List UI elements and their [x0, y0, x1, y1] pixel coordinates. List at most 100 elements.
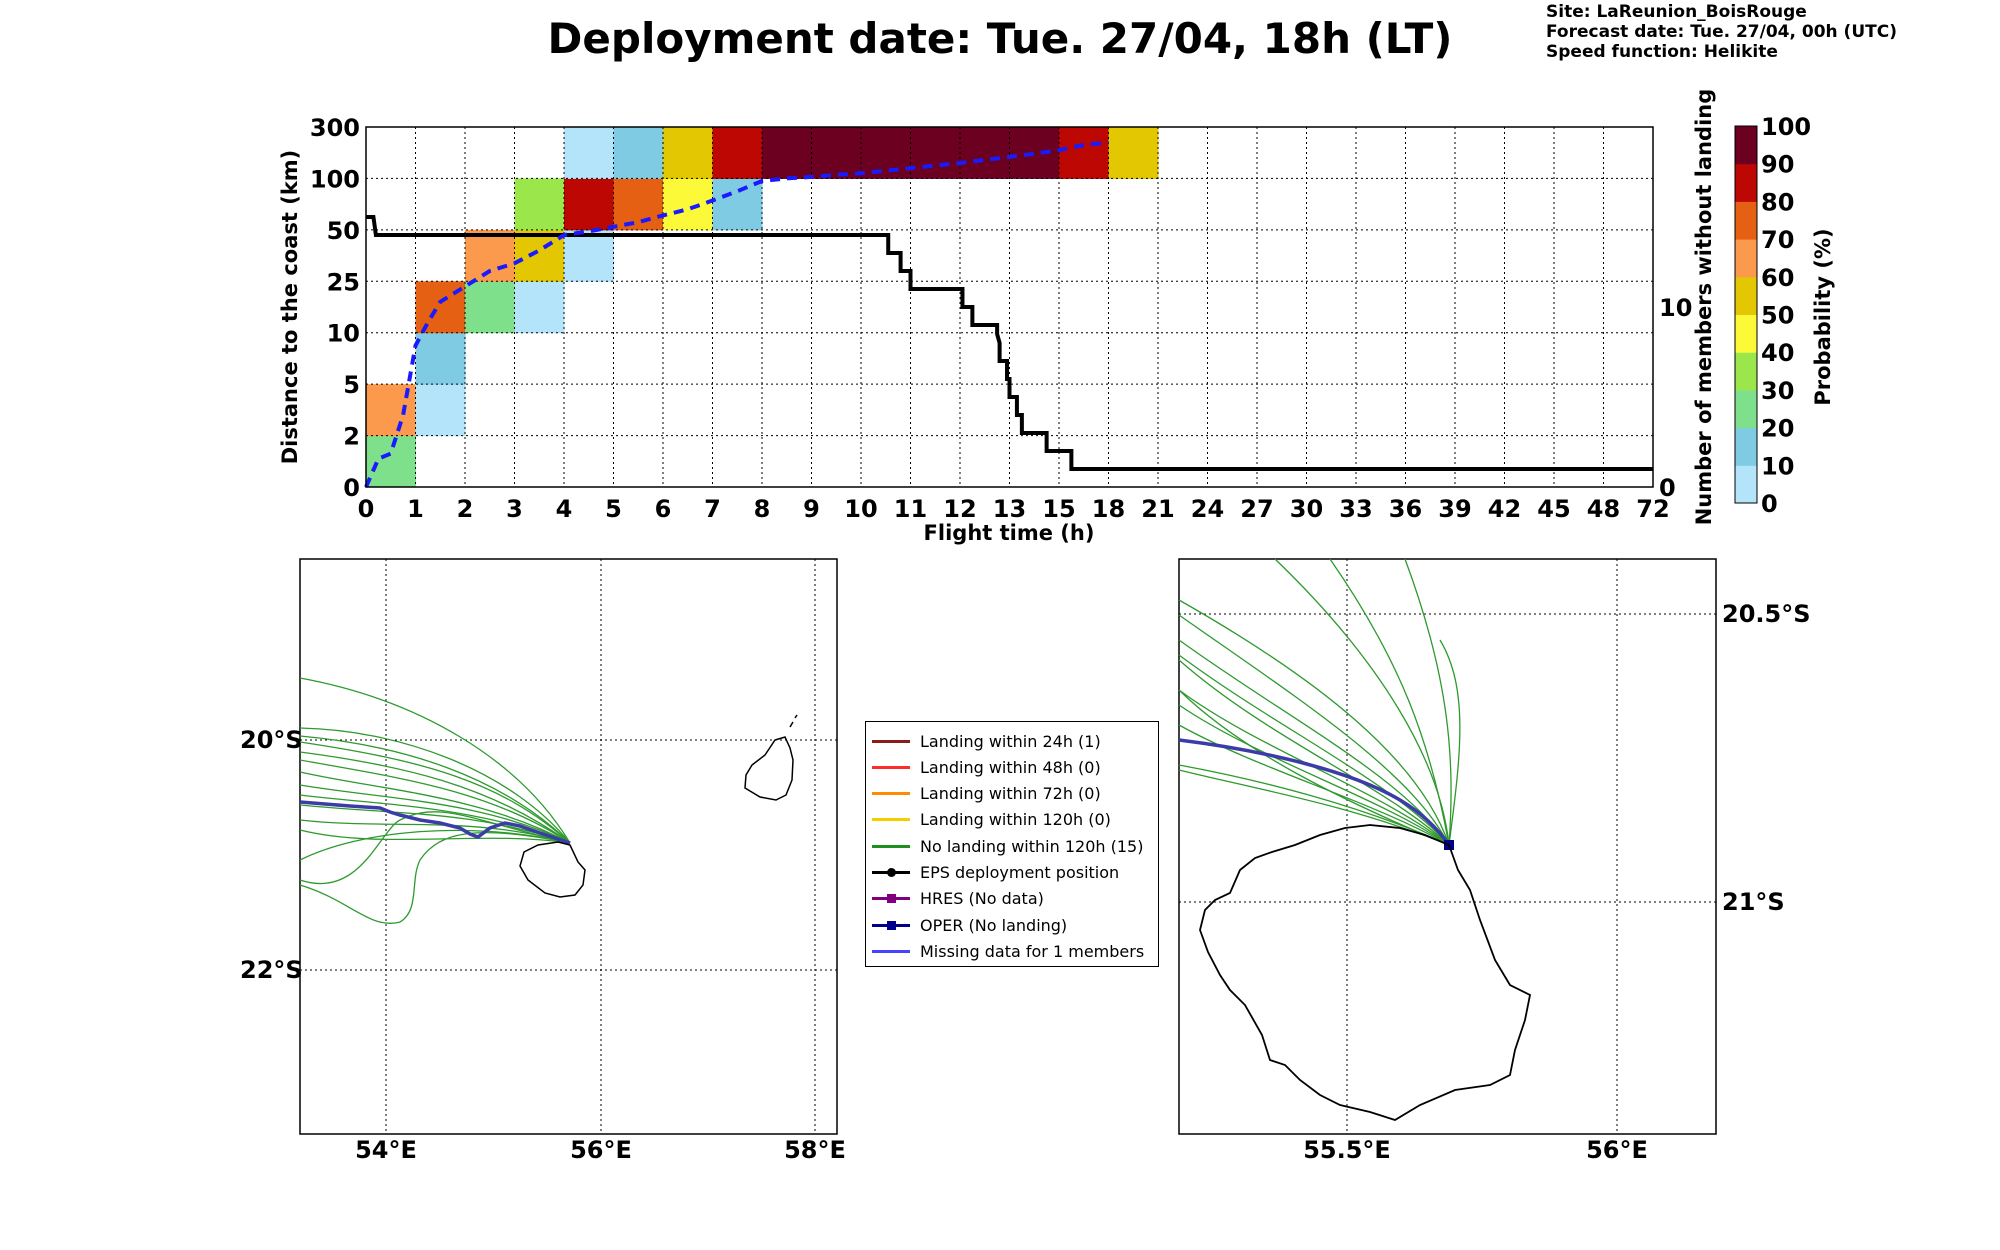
legend-swatch — [872, 739, 910, 743]
y2-tick-labels: 0 10 — [1659, 294, 1692, 502]
legend-item-label: Missing data for 1 members — [920, 941, 1145, 961]
x-tick-label-10: 10 — [844, 495, 877, 523]
site-label: Site: LaReunion_BoisRouge — [1546, 2, 1807, 22]
right-map-trajectories — [1178, 558, 1461, 846]
colorbar-frame — [1734, 125, 1758, 504]
x-tick-label-23: 42 — [1488, 495, 1521, 523]
heatmap-cell-12 — [564, 127, 614, 179]
colorbar-segment-8 — [1735, 163, 1757, 202]
legend-swatch — [872, 868, 910, 877]
right-map-frame — [1178, 558, 1717, 1135]
heatmap-cell-21 — [861, 127, 911, 179]
legend-swatch — [872, 844, 910, 848]
heatmap-cell-25 — [1059, 127, 1109, 179]
right-map-lat-label-1: 21°S — [1722, 888, 1785, 916]
legend-item: EPS deployment position — [872, 860, 1119, 886]
heatmap-cell-17 — [712, 178, 763, 231]
heatmap-cell-3 — [415, 332, 466, 385]
heatmap-cell-20 — [811, 127, 862, 179]
legend-item: OPER (No landing) — [872, 912, 1067, 938]
heatmap-cell-11 — [564, 178, 614, 231]
legend: Landing within 24h (1) Landing within 48h… — [865, 721, 1159, 967]
x-tick-label-17: 24 — [1191, 495, 1224, 523]
x-tick-label-11: 11 — [894, 495, 927, 523]
heatmap-cell-14 — [613, 127, 664, 179]
legend-item: No landing within 120h (15) — [872, 833, 1143, 859]
x-tick-label-1: 1 — [407, 495, 424, 523]
x-tick-label-12: 12 — [943, 495, 976, 523]
colorbar-segment-5 — [1735, 276, 1757, 315]
heatmap-cell-26 — [1108, 127, 1159, 179]
heatmap-cell-15 — [663, 178, 713, 231]
heatmap-cell-24 — [1009, 127, 1060, 179]
heatmap-cell-16 — [663, 127, 713, 179]
x-tick-label-0: 0 — [358, 495, 375, 523]
legend-item-label: No landing within 120h (15) — [920, 836, 1144, 856]
legend-item-label: Landing within 72h (0) — [920, 784, 1101, 804]
right-map-lon-label-1: 56°E — [1586, 1136, 1648, 1164]
colorbar-segment-7 — [1735, 201, 1757, 240]
legend-swatch — [872, 818, 910, 822]
x-tick-label-3: 3 — [506, 495, 523, 523]
left-map-oper-track — [299, 800, 571, 845]
colorbar-tick-label-3: 30 — [1761, 377, 1794, 405]
reunion-coastline-right — [1199, 824, 1532, 1121]
colorbar-tick-label-6: 60 — [1761, 264, 1794, 292]
left-map-lon-label-0: 54°E — [355, 1136, 417, 1164]
site-info: Site: LaReunion_BoisRouge Forecast date:… — [1546, 2, 1897, 62]
legend-item: HRES (No data) — [872, 886, 1044, 912]
circle-marker-icon — [887, 868, 896, 877]
left-map-lon-label-2: 58°E — [784, 1136, 846, 1164]
left-map-lon-label-1: 56°E — [570, 1136, 632, 1164]
heatmap-cell-9 — [514, 178, 565, 231]
x-tick-label-20: 33 — [1339, 495, 1372, 523]
legend-swatch — [872, 920, 910, 930]
heatmap-cells — [366, 127, 1159, 488]
y-axis-label: Distance to the coast (km) — [278, 150, 302, 465]
colorbar-segment-4 — [1735, 314, 1757, 353]
reunion-coastline-left — [519, 841, 586, 898]
y2-axis-label: Number of members without landing — [1692, 89, 1716, 526]
series-lines — [364, 140, 1653, 488]
colorbar-tick-label-0: 0 — [1761, 490, 1778, 518]
x-tick-label-18: 27 — [1240, 495, 1273, 523]
colorbar-tick-label-9: 90 — [1761, 151, 1794, 179]
x-tick-label-24: 45 — [1537, 495, 1570, 523]
heatmap-cell-22 — [910, 127, 961, 179]
colorbar-label: Probability (%) — [1811, 228, 1835, 405]
left-map-lat-label-1: 22°S — [240, 956, 303, 984]
legend-item-label: EPS deployment position — [920, 863, 1120, 882]
x-tick-label-7: 7 — [704, 495, 721, 523]
x-tick-label-21: 36 — [1389, 495, 1422, 523]
y-tick-label-0: 0 — [343, 474, 360, 502]
mauritius-coastline — [744, 736, 794, 801]
forecast-date-label: Forecast date: Tue. 27/04, 00h (UTC) — [1546, 22, 1897, 42]
heatmap-cell-2 — [415, 384, 466, 437]
plot-frame — [365, 126, 1654, 488]
right-map: 20.5°S 21°S 55.5°E 56°E — [1178, 558, 1811, 1164]
right-map-lon-label-0: 55.5°E — [1303, 1136, 1391, 1164]
square-marker-icon — [887, 920, 896, 930]
heatmap-cell-7 — [514, 281, 565, 334]
y-tick-label-2: 5 — [343, 371, 360, 399]
y-tick-label-3: 10 — [327, 320, 360, 348]
chart-title: Deployment date: Tue. 27/04, 18h (LT) — [547, 14, 1453, 63]
heatmap-cell-8 — [514, 229, 565, 282]
heatmap-cell-19 — [762, 127, 812, 179]
x-axis-label: Flight time (h) — [924, 521, 1095, 545]
speed-function-label: Speed function: Helikite — [1546, 42, 1778, 62]
heatmap-cell-13 — [613, 178, 664, 231]
members-without-landing-line — [366, 215, 1653, 471]
x-tick-label-19: 30 — [1290, 495, 1323, 523]
legend-item: Landing within 48h (0) — [872, 754, 1101, 780]
legend-item-label: Landing within 24h (1) — [920, 731, 1101, 751]
x-tick-label-5: 5 — [605, 495, 622, 523]
colorbar-tick-label-8: 80 — [1761, 188, 1794, 216]
right-map-lat-label-0: 20.5°S — [1722, 600, 1811, 628]
colorbar-segment-0 — [1735, 465, 1757, 504]
left-map-lat-label-0: 20°S — [240, 726, 303, 754]
colorbar-segment-3 — [1735, 352, 1757, 391]
y-tick-label-1: 2 — [343, 423, 360, 451]
x-tick-label-6: 6 — [655, 495, 672, 523]
x-tick-label-25: 48 — [1587, 495, 1620, 523]
